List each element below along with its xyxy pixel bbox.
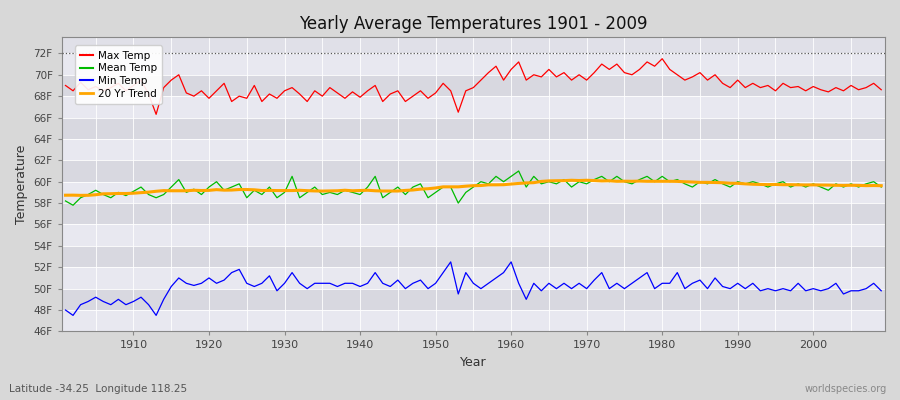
Legend: Max Temp, Mean Temp, Min Temp, 20 Yr Trend: Max Temp, Mean Temp, Min Temp, 20 Yr Tre… [75, 46, 162, 104]
Bar [62, 118, 885, 139]
Bar [62, 267, 885, 289]
Bar [62, 139, 885, 160]
Title: Yearly Average Temperatures 1901 - 2009: Yearly Average Temperatures 1901 - 2009 [299, 15, 648, 33]
Bar [62, 203, 885, 224]
Bar [62, 310, 885, 332]
Bar [62, 182, 885, 203]
Bar [62, 75, 885, 96]
Bar [62, 224, 885, 246]
Bar [62, 96, 885, 118]
Bar [62, 53, 885, 75]
Bar [62, 289, 885, 310]
Y-axis label: Temperature: Temperature [15, 145, 28, 224]
Bar [62, 246, 885, 267]
Text: Latitude -34.25  Longitude 118.25: Latitude -34.25 Longitude 118.25 [9, 384, 187, 394]
Text: worldspecies.org: worldspecies.org [805, 384, 886, 394]
Bar [62, 160, 885, 182]
X-axis label: Year: Year [460, 356, 487, 369]
